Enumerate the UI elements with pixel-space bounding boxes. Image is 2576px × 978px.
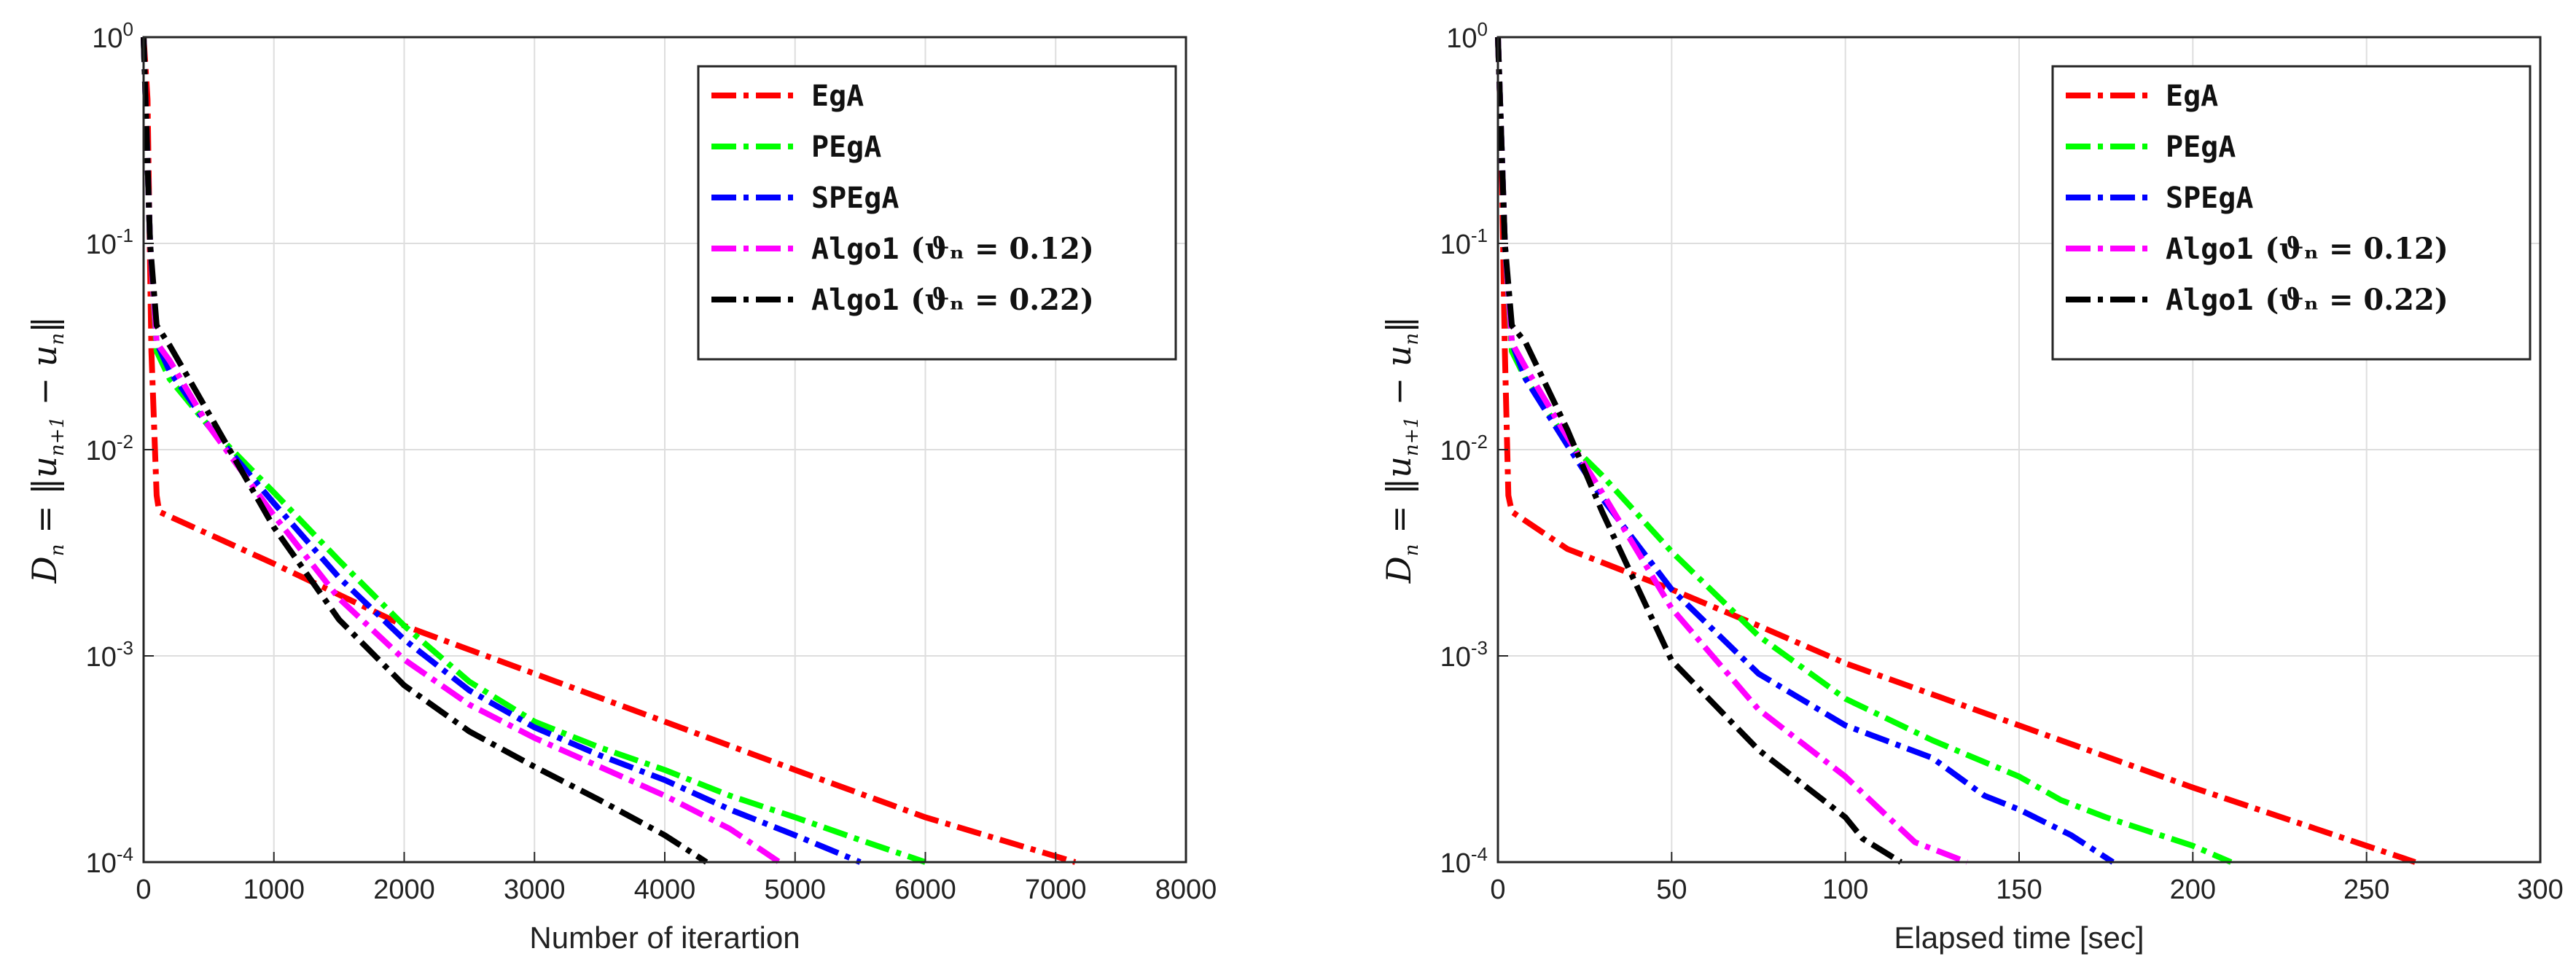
x-tick-label: 3000 <box>504 875 566 905</box>
y-tick-label: 10-2 <box>1440 431 1488 466</box>
chart-left: 0 1000 2000 3000 4000 5000 6000 7000 8000 100 10-1… <box>25 18 1217 955</box>
legend-label-ega: EgA <box>811 79 864 113</box>
legend-label-ega: EgA <box>2166 79 2218 113</box>
legend-box <box>697 65 1177 361</box>
x-tick-label: 4000 <box>634 875 696 905</box>
series-line-algo1-022 <box>1495 36 1902 865</box>
chart-right: 0 50 100 150 200 250 300 100 10-1 10-2 10-3 10-4 Ela… <box>1379 18 2564 955</box>
y-tick-label: 10-4 <box>86 843 133 879</box>
legend-label-pega: PEgA <box>2166 130 2236 164</box>
y-axis-label: Dn = ‖un+1 − un‖ <box>25 316 69 584</box>
y-tick-label: 100 <box>92 18 133 54</box>
y-tick-label: 10-3 <box>86 637 133 673</box>
x-tick-label: 0 <box>136 875 151 905</box>
x-axis-label: Number of iterartion <box>529 920 800 955</box>
y-tick-label: 10-3 <box>1440 637 1488 673</box>
x-tick-label: 2000 <box>373 875 435 905</box>
x-tick-label: 1000 <box>243 875 305 905</box>
x-tick-label: 250 <box>2343 875 2389 905</box>
legend-label-pega: PEgA <box>811 130 881 164</box>
x-axis-label: Elapsed time [sec] <box>1894 920 2144 955</box>
x-tick-label: 150 <box>1996 875 2042 905</box>
series-group <box>1495 36 2416 865</box>
x-tick-label: 5000 <box>764 875 826 905</box>
legend-label-algo1-022: Algo1 (ϑₙ = 0.22) <box>2166 283 2448 317</box>
y-tick-label: 10-4 <box>1440 843 1488 879</box>
legend-label-algo1-012: Algo1 (ϑₙ = 0.12) <box>2166 232 2448 266</box>
y-axis-label: Dn = ‖un+1 − un‖ <box>1379 316 1423 584</box>
legend-label-spega: SPEgA <box>2166 181 2253 215</box>
series-line-pega <box>141 36 926 865</box>
x-tick-label: 300 <box>2517 875 2563 905</box>
x-tick-label: 200 <box>2170 875 2216 905</box>
y-tick-label: 10-1 <box>86 224 133 260</box>
series-line-ega <box>1495 36 2416 865</box>
legend-label-algo1-022: Algo1 (ϑₙ = 0.22) <box>811 283 1094 317</box>
x-tick-label: 6000 <box>894 875 956 905</box>
series-group <box>141 36 1077 865</box>
series-line-ega <box>141 36 1077 865</box>
x-tick-label: 50 <box>1656 875 1687 905</box>
x-tick-label: 100 <box>1822 875 1868 905</box>
legend: EgA PEgA SPEgA Algo1 (ϑₙ = 0.12) Algo1 (ϑₙ = 0… <box>2051 65 2532 361</box>
x-tick-label: 8000 <box>1155 875 1217 905</box>
series-line-algo1-012 <box>141 36 781 865</box>
legend-box <box>2051 65 2532 361</box>
y-tick-label: 10-2 <box>86 431 133 466</box>
legend: EgA PEgA SPEgA Algo1 (ϑₙ = 0.12) Algo1 (ϑₙ = 0… <box>697 65 1177 361</box>
y-tick-label: 100 <box>1446 18 1488 54</box>
x-tick-label: 0 <box>1490 875 1505 905</box>
series-line-algo1-022 <box>141 36 709 865</box>
y-tick-label: 10-1 <box>1440 224 1488 260</box>
x-tick-label: 7000 <box>1025 875 1087 905</box>
legend-label-algo1-012: Algo1 (ϑₙ = 0.12) <box>811 232 1094 266</box>
legend-label-spega: SPEgA <box>811 181 899 215</box>
